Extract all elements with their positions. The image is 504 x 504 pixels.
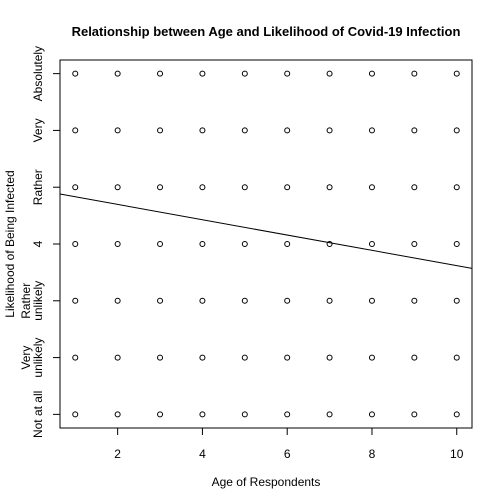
y-axis-label: Likelihood of Being Infected xyxy=(3,170,17,317)
point xyxy=(157,354,164,361)
point xyxy=(241,127,248,134)
point xyxy=(368,411,375,418)
point xyxy=(72,184,79,191)
y-tick-label: Absolutely xyxy=(31,46,45,101)
point xyxy=(453,127,460,134)
point xyxy=(284,127,291,134)
point xyxy=(326,297,333,304)
y-tick-label: Rather xyxy=(31,169,45,205)
y-tick-label: Veryunlikely xyxy=(19,338,45,378)
x-tick-label: 2 xyxy=(114,447,121,461)
point xyxy=(72,70,79,77)
point xyxy=(411,411,418,418)
point xyxy=(411,127,418,134)
x-tick-label: 8 xyxy=(369,447,376,461)
point xyxy=(157,297,164,304)
point xyxy=(199,127,206,134)
point xyxy=(157,411,164,418)
point xyxy=(284,411,291,418)
point xyxy=(199,241,206,247)
point xyxy=(114,411,121,418)
point xyxy=(114,297,121,304)
point xyxy=(326,184,333,191)
point xyxy=(284,241,291,247)
x-tick-label: 10 xyxy=(450,447,464,461)
point xyxy=(72,411,79,418)
point xyxy=(453,241,460,247)
point xyxy=(453,70,460,77)
point xyxy=(114,354,121,361)
point xyxy=(199,184,206,191)
point xyxy=(326,70,333,77)
point xyxy=(72,297,79,304)
point xyxy=(368,241,375,247)
point xyxy=(72,354,79,361)
point xyxy=(326,354,333,361)
point xyxy=(157,70,164,77)
point xyxy=(284,354,291,361)
y-tick-label: Not at all xyxy=(31,391,45,438)
point xyxy=(411,184,418,191)
point xyxy=(453,297,460,304)
point xyxy=(199,354,206,361)
point xyxy=(157,184,164,191)
point xyxy=(411,297,418,304)
point xyxy=(368,70,375,77)
point xyxy=(368,354,375,361)
fit-line xyxy=(59,193,473,269)
point xyxy=(368,184,375,191)
point xyxy=(453,354,460,361)
y-tick-label: Very xyxy=(31,118,45,142)
point xyxy=(368,127,375,134)
point xyxy=(453,411,460,418)
point xyxy=(114,241,121,247)
point xyxy=(157,241,164,247)
x-tick-label: 6 xyxy=(284,447,291,461)
point xyxy=(326,127,333,134)
point xyxy=(72,241,79,247)
point xyxy=(241,297,248,304)
point xyxy=(241,241,248,247)
chart-title: Relationship between Age and Likelihood … xyxy=(72,24,461,39)
y-tick-label: 4 xyxy=(31,240,45,247)
point xyxy=(241,184,248,191)
point xyxy=(199,411,206,418)
x-axis-label: Age of Respondents xyxy=(212,475,321,489)
point xyxy=(114,70,121,77)
point xyxy=(284,297,291,304)
point xyxy=(368,297,375,304)
point xyxy=(241,411,248,418)
point xyxy=(411,70,418,77)
point xyxy=(241,70,248,77)
point xyxy=(241,354,248,361)
point xyxy=(114,184,121,191)
point xyxy=(284,70,291,77)
point xyxy=(453,184,460,191)
point xyxy=(72,127,79,134)
point xyxy=(157,127,164,134)
x-tick-label: 4 xyxy=(199,447,206,461)
point xyxy=(326,411,333,418)
point xyxy=(284,184,291,191)
point xyxy=(114,127,121,134)
point xyxy=(326,241,333,247)
point xyxy=(411,354,418,361)
y-tick-label: Ratherunlikely xyxy=(19,281,45,321)
point xyxy=(199,297,206,304)
point xyxy=(199,70,206,77)
point xyxy=(411,241,418,247)
